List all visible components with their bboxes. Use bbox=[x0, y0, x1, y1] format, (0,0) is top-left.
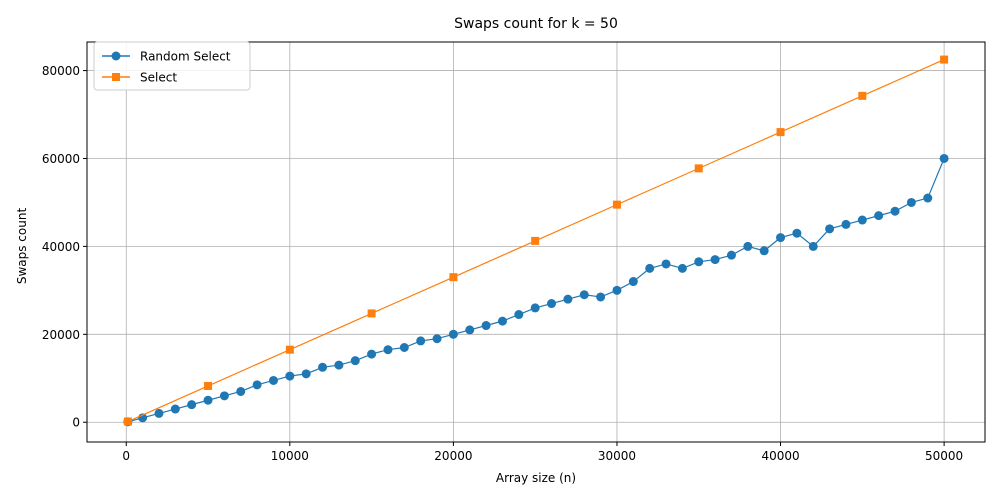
data-point-select bbox=[612, 200, 621, 209]
grid bbox=[87, 42, 985, 442]
data-point-random-select bbox=[547, 299, 557, 309]
data-point-random-select bbox=[939, 153, 949, 163]
y-tick-label: 40000 bbox=[42, 240, 80, 254]
data-point-select bbox=[531, 236, 540, 245]
data-point-random-select bbox=[497, 316, 507, 326]
data-point-random-select bbox=[579, 290, 589, 300]
data-point-random-select bbox=[416, 336, 426, 346]
data-point-random-select bbox=[645, 263, 655, 273]
data-point-random-select bbox=[612, 285, 622, 295]
legend-box bbox=[93, 41, 251, 91]
data-point-random-select bbox=[743, 241, 753, 251]
plot-frame bbox=[86, 41, 986, 443]
data-point-random-select bbox=[481, 321, 491, 331]
x-tick-label: 30000 bbox=[598, 449, 636, 463]
data-point-random-select bbox=[219, 391, 229, 401]
data-point-random-select bbox=[530, 303, 540, 313]
y-tick-label: 20000 bbox=[42, 328, 80, 342]
data-point-select bbox=[694, 164, 703, 173]
x-tick-label: 10000 bbox=[271, 449, 309, 463]
data-point-random-select bbox=[906, 197, 916, 207]
data-point-random-select bbox=[677, 263, 687, 273]
data-point-random-select bbox=[923, 193, 933, 203]
data-point-random-select bbox=[563, 294, 573, 304]
y-tick-label: 0 bbox=[72, 416, 80, 430]
data-point-random-select bbox=[759, 246, 769, 256]
legend: Random Select Select bbox=[93, 41, 251, 91]
chart-title: Swaps count for k = 50 bbox=[454, 16, 618, 32]
data-point-select bbox=[940, 55, 949, 64]
data-point-random-select bbox=[808, 241, 818, 251]
data-point-random-select bbox=[776, 233, 786, 243]
y-tick-label: 80000 bbox=[42, 64, 80, 78]
data-point-random-select bbox=[399, 342, 409, 352]
data-point-select bbox=[123, 417, 132, 426]
data-point-random-select bbox=[694, 257, 704, 267]
x-tick-label: 0 bbox=[122, 449, 130, 463]
data-point-random-select bbox=[285, 371, 295, 381]
series-layer bbox=[123, 55, 949, 427]
series-random-select bbox=[123, 153, 949, 427]
y-tick-label: 60000 bbox=[42, 152, 80, 166]
data-point-random-select bbox=[170, 404, 180, 414]
data-point-random-select bbox=[726, 250, 736, 260]
data-point-random-select bbox=[857, 215, 867, 225]
data-point-random-select bbox=[350, 356, 360, 366]
x-tick-label: 50000 bbox=[925, 449, 963, 463]
data-point-select bbox=[204, 381, 213, 390]
data-point-random-select bbox=[367, 349, 377, 359]
data-point-random-select bbox=[890, 206, 900, 216]
data-point-random-select bbox=[628, 277, 638, 287]
data-point-random-select bbox=[514, 310, 524, 320]
data-point-random-select bbox=[710, 255, 720, 265]
data-point-random-select bbox=[825, 224, 835, 234]
data-point-random-select bbox=[874, 211, 884, 221]
data-point-select bbox=[776, 128, 785, 137]
x-tick-label: 20000 bbox=[434, 449, 472, 463]
data-point-random-select bbox=[792, 228, 802, 238]
data-point-random-select bbox=[268, 375, 278, 385]
data-point-random-select bbox=[154, 408, 164, 418]
axis-ticks: 0 10000 20000 30000 40000 50000 0 20000 40000 600… bbox=[42, 64, 963, 463]
x-tick-label: 40000 bbox=[761, 449, 799, 463]
legend-marker-random-select bbox=[111, 51, 121, 61]
legend-label-random-select: Random Select bbox=[140, 50, 231, 64]
data-point-random-select bbox=[236, 386, 246, 396]
data-point-select bbox=[285, 345, 294, 354]
data-point-random-select bbox=[301, 369, 311, 379]
x-axis-label: Array size (n) bbox=[496, 471, 576, 485]
data-point-random-select bbox=[252, 380, 262, 390]
series-select bbox=[123, 55, 949, 426]
data-point-select bbox=[858, 91, 867, 100]
y-axis-label: Swaps count bbox=[15, 208, 29, 285]
data-point-random-select bbox=[661, 259, 671, 269]
data-point-select bbox=[449, 273, 458, 282]
legend-label-select: Select bbox=[140, 71, 177, 85]
data-point-random-select bbox=[318, 362, 328, 372]
data-point-random-select bbox=[203, 395, 213, 405]
data-point-random-select bbox=[841, 219, 851, 229]
data-point-random-select bbox=[448, 329, 458, 339]
data-point-random-select bbox=[383, 345, 393, 355]
legend-marker-select bbox=[112, 73, 120, 81]
data-point-random-select bbox=[187, 400, 197, 410]
data-point-random-select bbox=[596, 292, 606, 302]
data-point-select bbox=[367, 309, 376, 318]
data-point-random-select bbox=[465, 325, 475, 335]
data-point-random-select bbox=[334, 360, 344, 370]
data-point-random-select bbox=[432, 334, 442, 344]
